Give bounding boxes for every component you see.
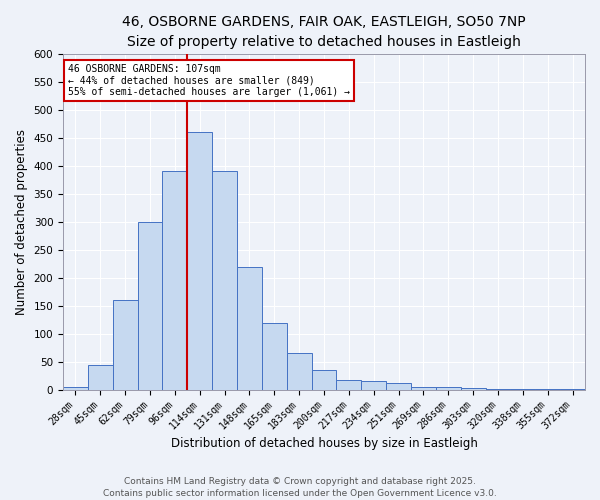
Title: 46, OSBORNE GARDENS, FAIR OAK, EASTLEIGH, SO50 7NP
Size of property relative to : 46, OSBORNE GARDENS, FAIR OAK, EASTLEIGH… bbox=[122, 15, 526, 48]
Bar bbox=[411, 387, 436, 390]
Bar bbox=[311, 370, 337, 390]
Bar bbox=[63, 387, 88, 390]
Text: 46 OSBORNE GARDENS: 107sqm
← 44% of detached houses are smaller (849)
55% of sem: 46 OSBORNE GARDENS: 107sqm ← 44% of deta… bbox=[68, 64, 350, 97]
Bar bbox=[560, 388, 585, 390]
Bar bbox=[262, 322, 287, 390]
Bar bbox=[88, 364, 113, 390]
Text: Contains HM Land Registry data © Crown copyright and database right 2025.
Contai: Contains HM Land Registry data © Crown c… bbox=[103, 476, 497, 498]
Bar bbox=[163, 172, 187, 390]
Bar bbox=[187, 132, 212, 390]
Bar bbox=[436, 387, 461, 390]
Bar bbox=[386, 383, 411, 390]
Bar bbox=[237, 266, 262, 390]
Bar bbox=[535, 389, 560, 390]
Bar bbox=[361, 382, 386, 390]
Bar bbox=[137, 222, 163, 390]
Bar bbox=[212, 172, 237, 390]
Bar bbox=[113, 300, 137, 390]
Bar bbox=[337, 380, 361, 390]
Bar bbox=[287, 354, 311, 390]
X-axis label: Distribution of detached houses by size in Eastleigh: Distribution of detached houses by size … bbox=[170, 437, 478, 450]
Bar bbox=[485, 388, 511, 390]
Bar bbox=[461, 388, 485, 390]
Bar bbox=[511, 389, 535, 390]
Y-axis label: Number of detached properties: Number of detached properties bbox=[15, 129, 28, 315]
